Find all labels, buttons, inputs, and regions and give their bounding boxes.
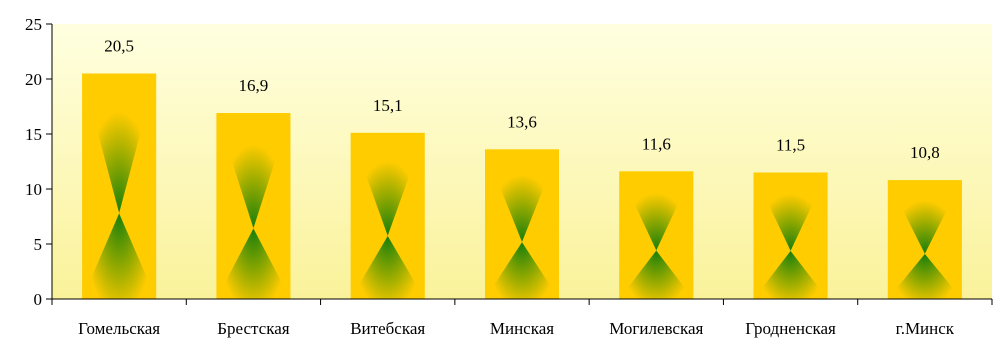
x-tick-label: Витебская [350, 319, 425, 338]
bar-shade-left-Брестская [216, 113, 254, 299]
bar-shade-right-Минская [522, 149, 559, 299]
y-tick-label: 25 [25, 15, 42, 34]
bar-shade-left-Гомельская [82, 73, 120, 299]
x-tick-label: Брестская [217, 319, 290, 338]
bar-fill-Могилевская [619, 171, 694, 299]
bar-fill-г.Минск [887, 180, 962, 299]
data-label: 11,6 [642, 134, 671, 153]
bar-fill-Брестская [216, 113, 291, 299]
bar-fill-Минская [485, 149, 559, 299]
bar-fill-Витебская [350, 132, 425, 299]
y-tick-label: 0 [34, 290, 43, 309]
bar-shade-right-г.Минск [924, 180, 962, 299]
y-tick-label: 15 [25, 125, 42, 144]
labels-layer: 20,5 Гомельская 16,9 Брестская 15,1 Витебская… [25, 15, 955, 338]
y-tick-label: 10 [25, 180, 42, 199]
data-label: 11,5 [776, 136, 805, 155]
y-tick-label: 5 [34, 235, 43, 254]
x-tick-label: Минская [490, 319, 554, 338]
x-tick-label: Гомельская [78, 319, 160, 338]
bar-shade-left-Витебская [350, 132, 388, 299]
x-tick-label: Гродненская [745, 319, 836, 338]
bar-shade-right-Гомельская [119, 73, 157, 299]
bar-shade-right-Витебская [387, 132, 425, 299]
data-label: 20,5 [104, 37, 134, 56]
x-tick-label: г.Минск [896, 319, 955, 338]
bar-shade-left-Могилевская [619, 171, 657, 299]
y-tick-label: 20 [25, 70, 42, 89]
bar-fill-Гродненская [753, 172, 828, 299]
bar-shade-right-Могилевская [656, 171, 694, 299]
axes-layer [46, 23, 993, 305]
bar-shade-right-Гродненская [790, 172, 828, 299]
data-label: 16,9 [239, 76, 269, 95]
bar-shade-right-Брестская [253, 113, 291, 299]
data-label: 13,6 [507, 112, 537, 131]
bar-shade-left-г.Минск [887, 180, 925, 299]
bar-shade-left-Минская [485, 149, 522, 299]
bars-layer [82, 73, 962, 299]
data-label: 10,8 [910, 143, 940, 162]
bar-fill-Гомельская [82, 73, 157, 299]
x-tick-label: Могилевская [609, 319, 703, 338]
data-label: 15,1 [373, 96, 403, 115]
bar-shade-left-Гродненская [753, 172, 791, 299]
